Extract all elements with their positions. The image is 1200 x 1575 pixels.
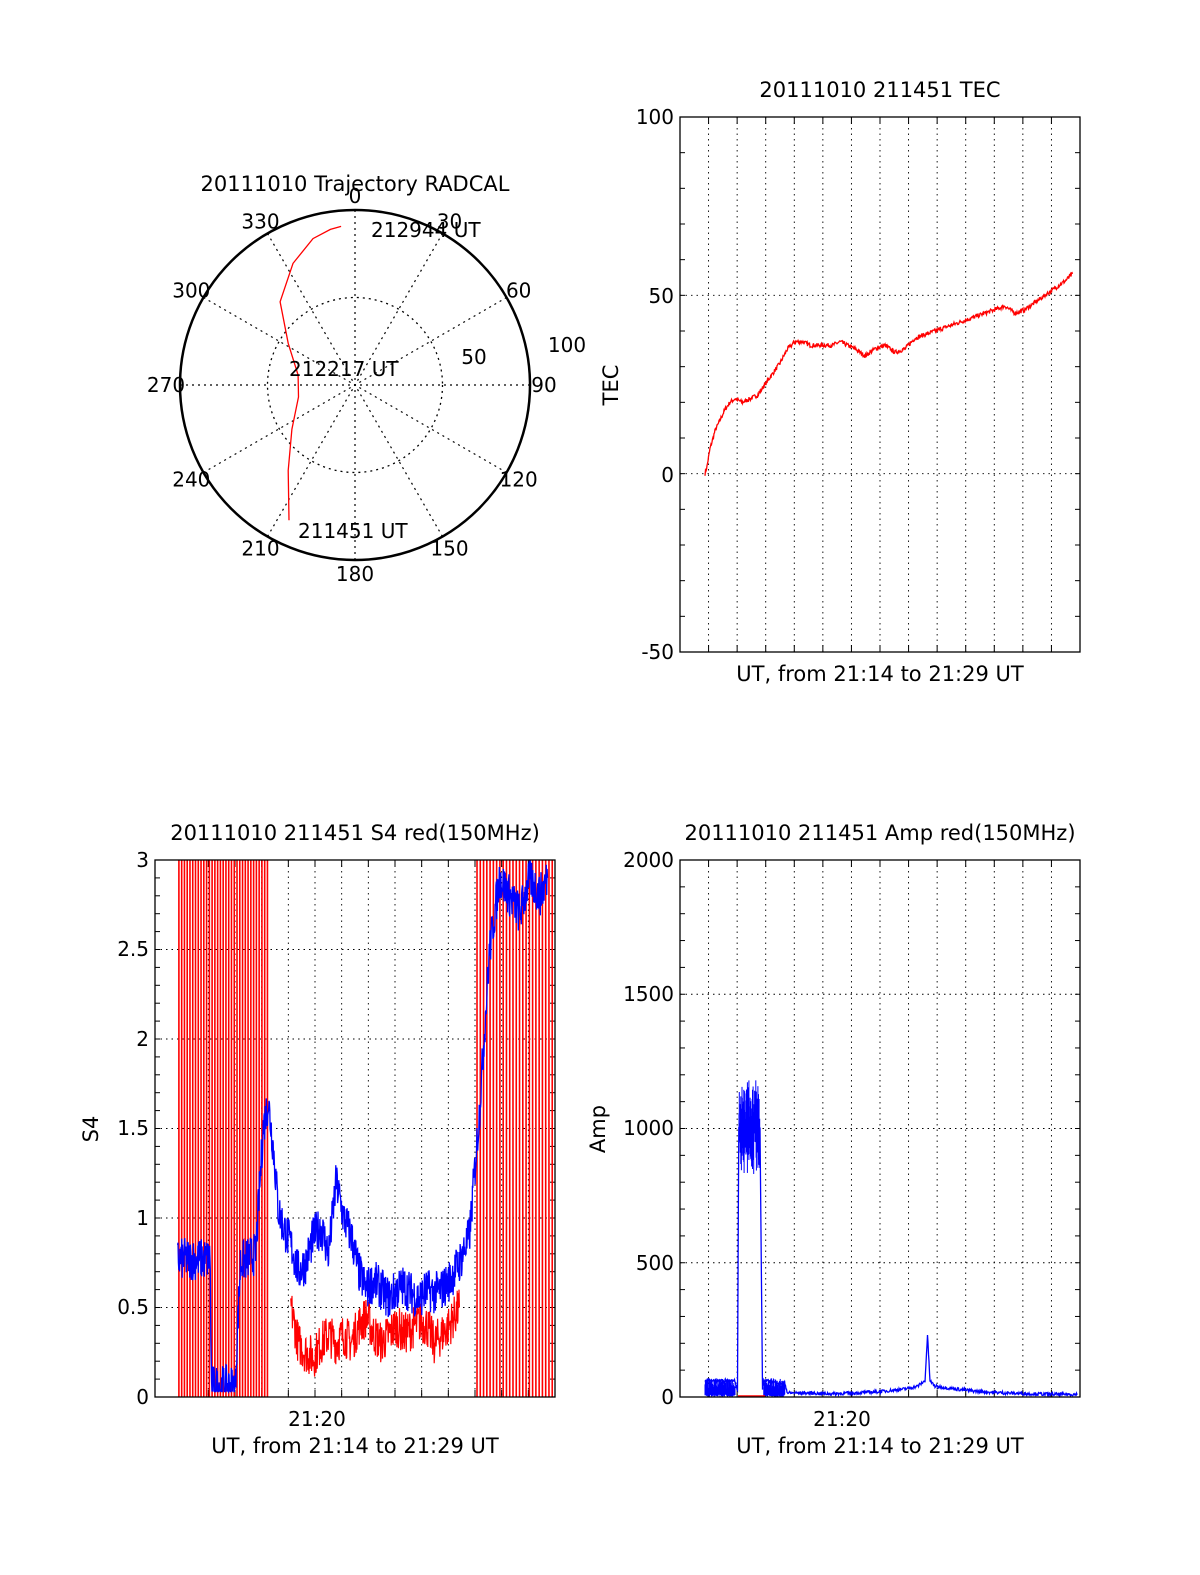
s4-plot-frame [154,859,556,1398]
polar-angle-labels: 0 30 60 90 120 150 180 210 240 270 300 330 [147,184,557,586]
tec-xlabel: UT, from 21:14 to 21:29 UT [736,662,1024,686]
polar-annotation-end: 212944 UT [371,218,481,242]
polar-spokes [180,210,530,560]
polar-angle-label: 60 [506,279,531,303]
s4-red-series-line [290,1289,460,1377]
polar-annotation-mid: 212217 UT [289,357,399,381]
s4-ytick-3: 3 [136,848,149,872]
amp-ytick-0: 0 [661,1385,674,1409]
polar-inner-circle [266,296,444,474]
amp-title: 20111010 211451 Amp red(150MHz) [684,821,1075,845]
s4-blue-series-line [176,859,549,1394]
tec-ytick-minus50: -50 [641,640,674,664]
s4-xtick-2120: 21:20 [288,1407,346,1431]
tec-title: 20111010 211451 TEC [759,78,1000,102]
s4-title: 20111010 211451 S4 red(150MHz) [170,821,540,845]
polar-radial-label-50: 50 [461,345,486,369]
s4-panel: 20111010 211451 S4 red(150MHz) 3 2.5 2 1… [79,821,556,1458]
polar-panel: 20111010 Trajectory RADCAL 0 30 60 90 120 150… [147,172,586,586]
tec-ytick-0: 0 [661,463,674,487]
polar-angle-label: 270 [147,373,185,397]
polar-angle-label: 0 [349,184,362,208]
amp-ylabel: Amp [586,1105,610,1153]
amp-minor-ticks [680,860,1080,1397]
amp-blue-series-line [704,1124,1078,1399]
polar-spoke [266,233,444,537]
tec-ylabel: TEC [599,365,623,407]
amp-ytick-500: 500 [636,1251,674,1275]
s4-xlabel: UT, from 21:14 to 21:29 UT [211,1434,499,1458]
polar-angle-label: 330 [241,209,279,233]
polar-annotation-start: 211451 UT [298,519,408,543]
amp-ytick-2000: 2000 [623,848,674,872]
tec-ytick-100: 100 [636,105,674,129]
s4-ytick-1: 1 [136,1206,149,1230]
tec-panel: 20111010 211451 TEC 100 50 0 -50 TEC UT,… [599,78,1081,686]
s4-red-spikes [178,860,554,1397]
polar-title: 20111010 Trajectory RADCAL [201,172,510,196]
polar-angle-label: 240 [172,468,210,492]
s4-ytick-2: 2 [136,1027,149,1051]
tec-ytick-50: 50 [649,284,674,308]
amp-plot-frame [679,859,1081,1398]
s4-ytick-1-5: 1.5 [117,1116,149,1140]
s4-ylabel: S4 [79,1116,103,1143]
polar-angle-label: 90 [531,373,556,397]
amp-xlabel: UT, from 21:14 to 21:29 UT [736,1434,1024,1458]
tec-minor-ticks [680,117,1080,652]
polar-angle-label: 300 [172,279,210,303]
s4-ytick-0: 0 [136,1385,149,1409]
polar-angle-label: 30 [437,209,462,233]
amp-panel: 20111010 211451 Amp red(150MHz) 2000 150… [586,821,1081,1458]
polar-trajectory-line [279,225,342,521]
tec-series-line [704,271,1074,476]
s4-ytick-2-5: 2.5 [117,937,149,961]
polar-radial-label-100: 100 [548,333,586,357]
polar-angle-label: 150 [430,537,468,561]
polar-angle-label: 210 [241,537,279,561]
amp-ytick-1500: 1500 [623,982,674,1006]
polar-angle-label: 180 [336,562,374,586]
tec-plot-frame [679,116,1081,653]
amp-xtick-2120: 21:20 [813,1407,871,1431]
s4-ytick-0-5: 0.5 [117,1295,149,1319]
polar-angle-label: 120 [500,468,538,492]
tec-grid [680,117,1080,652]
amp-ytick-1000: 1000 [623,1116,674,1140]
